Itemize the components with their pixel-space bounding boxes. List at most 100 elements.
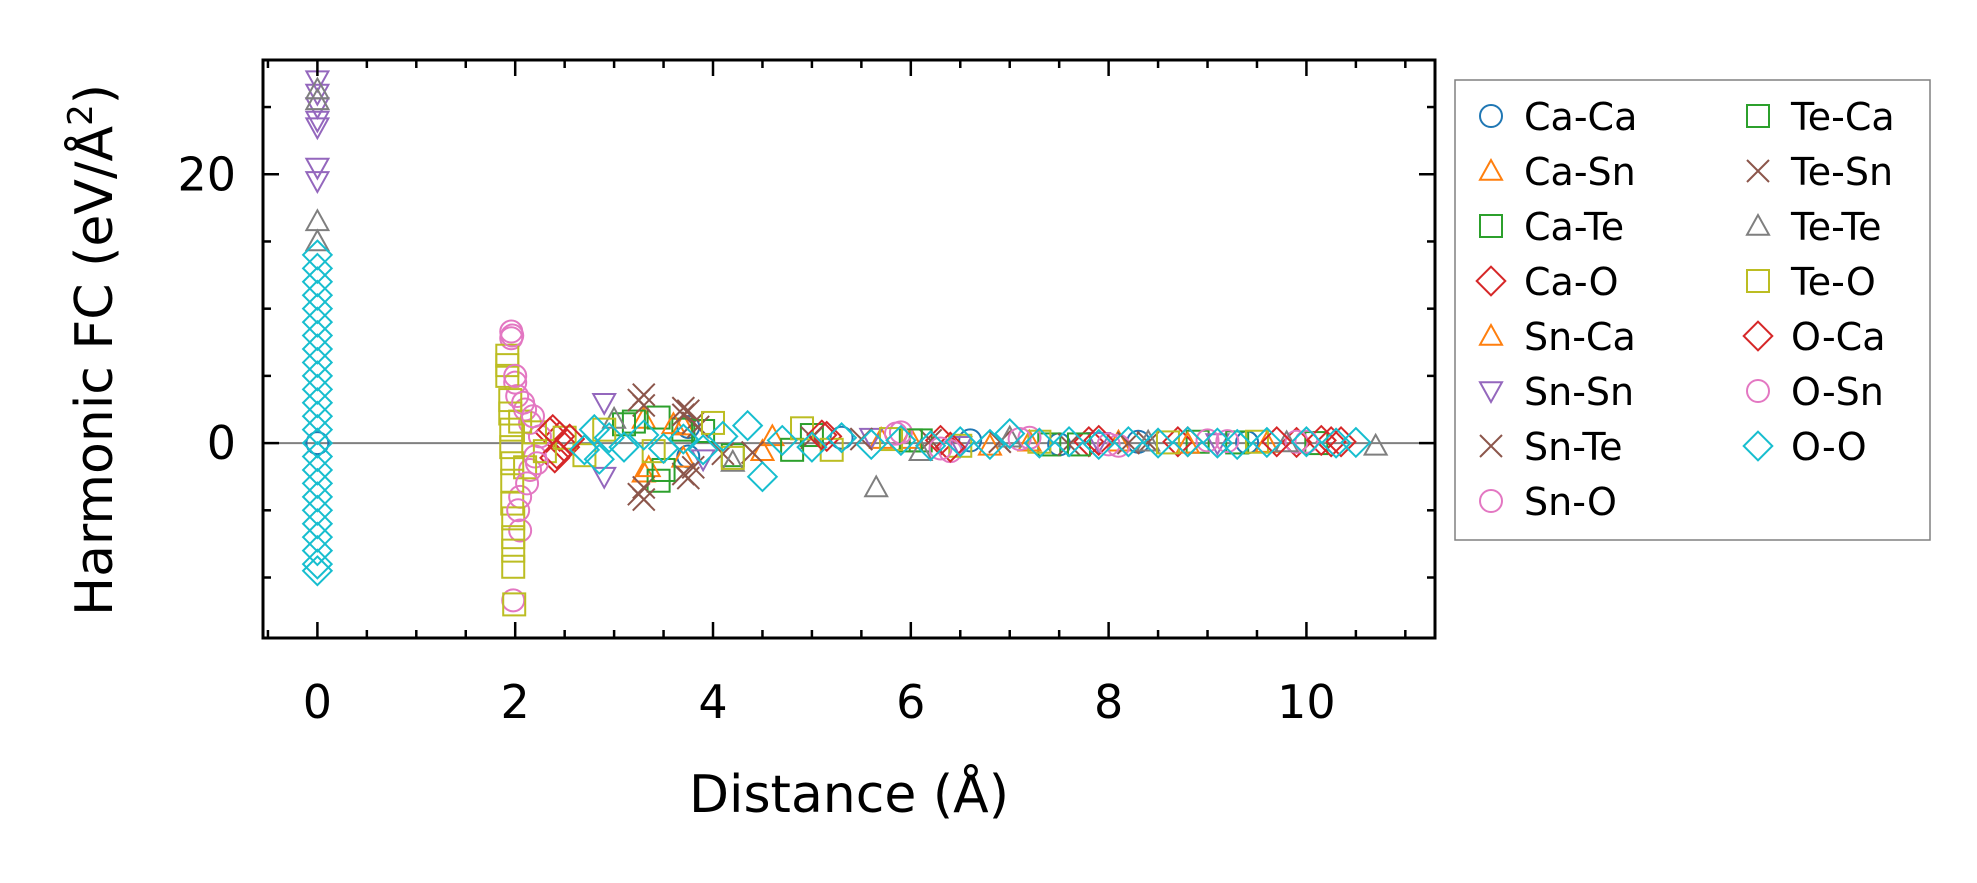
data-point-o-o — [1023, 427, 1056, 459]
legend-marker-ca-o — [1475, 265, 1507, 297]
data-point-o-o — [301, 555, 334, 587]
data-point-te-te — [908, 438, 934, 461]
data-point-o-o — [608, 431, 640, 463]
data-point-o-o — [731, 409, 764, 442]
x-tick-label: 4 — [698, 675, 727, 729]
data-point-o-ca — [553, 423, 586, 455]
data-point-sn-sn — [304, 83, 331, 107]
data-point-o-o — [301, 521, 334, 553]
x-tick-label: 0 — [303, 675, 332, 729]
data-point-o-o — [301, 333, 334, 365]
data-point-o-ca — [1325, 426, 1357, 458]
legend-label-sn-te: Sn-Te — [1524, 425, 1623, 469]
x-tick-label: 2 — [501, 675, 530, 729]
data-point-ca-sn — [631, 459, 657, 483]
legend: Ca-Ca Ca-Sn Ca-Te Ca-O Sn-Ca Sn-Sn Sn-Te Sn-O Te… — [1454, 79, 1931, 541]
legend-label-ca-te: Ca-Te — [1524, 205, 1624, 249]
y-tick-label: 0 — [207, 416, 236, 470]
data-point-te-sn — [627, 388, 651, 412]
legend-marker-ca-ca — [1479, 104, 1503, 128]
data-point-ca-sn — [977, 432, 1003, 456]
data-point-o-o — [766, 424, 798, 457]
axis-ticks: 0 2 4 6 8 10 0 20 — [177, 60, 1435, 729]
data-point-o-sn — [1294, 429, 1319, 454]
legend-marker-te-sn — [1746, 159, 1770, 183]
data-point-te-o — [513, 455, 538, 480]
data-point-o-o — [1251, 426, 1283, 459]
legend-label-sn-ca: Sn-Ca — [1524, 315, 1636, 359]
data-point-o-o — [568, 434, 601, 466]
data-point-te-sn — [676, 399, 700, 423]
data-point-sn-o — [508, 518, 533, 543]
data-point-ca-te — [799, 423, 824, 448]
data-point-te-o — [1155, 430, 1180, 455]
data-point-te-o — [532, 439, 557, 464]
data-point-o-sn — [883, 421, 908, 446]
data-point-o-o — [301, 252, 334, 285]
legend-label-ca-sn: Ca-Sn — [1524, 150, 1636, 194]
data-point-sn-sn — [591, 392, 617, 416]
data-point-o-o — [1172, 426, 1204, 458]
legend-label-o-ca: O-Ca — [1791, 315, 1886, 359]
data-point-o-sn — [521, 404, 546, 429]
data-point-te-o — [495, 363, 520, 388]
data-point-sn-o — [503, 370, 528, 395]
data-point-o-o — [301, 413, 334, 446]
data-point-te-sn — [676, 466, 700, 490]
data-point-o-o — [1290, 426, 1323, 458]
data-point-o-ca — [1261, 426, 1293, 458]
data-point-sn-sn — [304, 117, 331, 141]
data-point-o-sn — [1096, 432, 1121, 457]
data-point-sn-ca — [1016, 428, 1043, 452]
data-point-sn-sn — [304, 157, 331, 181]
data-point-o-o — [796, 431, 828, 463]
data-point-te-te — [720, 448, 746, 472]
data-point-ca-o — [1162, 426, 1194, 458]
data-point-te-o — [501, 554, 526, 579]
data-point-o-o — [301, 494, 334, 527]
legend-label-o-sn: O-Sn — [1791, 370, 1884, 414]
data-point-o-o — [914, 430, 947, 462]
data-point-o-o — [1112, 426, 1145, 458]
data-point-sn-sn — [304, 171, 331, 195]
data-point-te-ca — [1066, 432, 1091, 457]
data-point-te-o — [499, 417, 524, 442]
data-point-o-o — [301, 454, 334, 486]
data-point-o-o — [1340, 426, 1372, 459]
data-point-te-o — [572, 443, 597, 468]
data-point-te-o — [522, 420, 547, 445]
x-axis-title: Distance (Å) — [689, 763, 1009, 825]
data-point-sn-sn — [1086, 431, 1112, 455]
y-tick-label: 20 — [177, 147, 236, 201]
data-point-o-o — [944, 426, 976, 458]
data-point-o-sn — [503, 363, 528, 388]
data-point-ca-ca — [829, 425, 854, 450]
data-point-te-o — [501, 525, 526, 550]
data-point-te-te — [1362, 432, 1389, 456]
legend-label-sn-sn: Sn-Sn — [1524, 370, 1634, 414]
data-point-sn-o — [505, 384, 530, 409]
y-axis-title: Harmonic FC (eV/Å2) — [61, 84, 125, 616]
data-point-o-o — [687, 434, 719, 466]
legend-marker-sn-ca — [1478, 322, 1504, 346]
y-axis-title-main: Harmonic FC (eV/Å — [63, 125, 125, 616]
data-point-te-o — [500, 451, 525, 476]
data-point-ca-sn — [670, 444, 697, 468]
data-point-o-o — [301, 427, 334, 459]
data-point-te-o — [502, 592, 527, 617]
data-point-o-o — [885, 424, 917, 457]
data-point-o-o — [301, 373, 334, 406]
data-point-o-o — [974, 428, 1006, 461]
data-point-te-o — [1244, 429, 1269, 454]
x-tick-label: 10 — [1277, 675, 1336, 729]
legend-label-sn-o: Sn-O — [1524, 480, 1617, 524]
data-point-o-o — [667, 423, 700, 455]
data-point-o-o — [301, 266, 334, 298]
legend-label-te-te: Te-Te — [1790, 205, 1882, 249]
data-point-ca-ca — [305, 431, 330, 456]
data-point-ca-te — [646, 405, 671, 430]
data-point-o-sn — [524, 451, 549, 476]
data-markers — [301, 70, 1389, 617]
data-point-o-o — [1142, 427, 1174, 459]
